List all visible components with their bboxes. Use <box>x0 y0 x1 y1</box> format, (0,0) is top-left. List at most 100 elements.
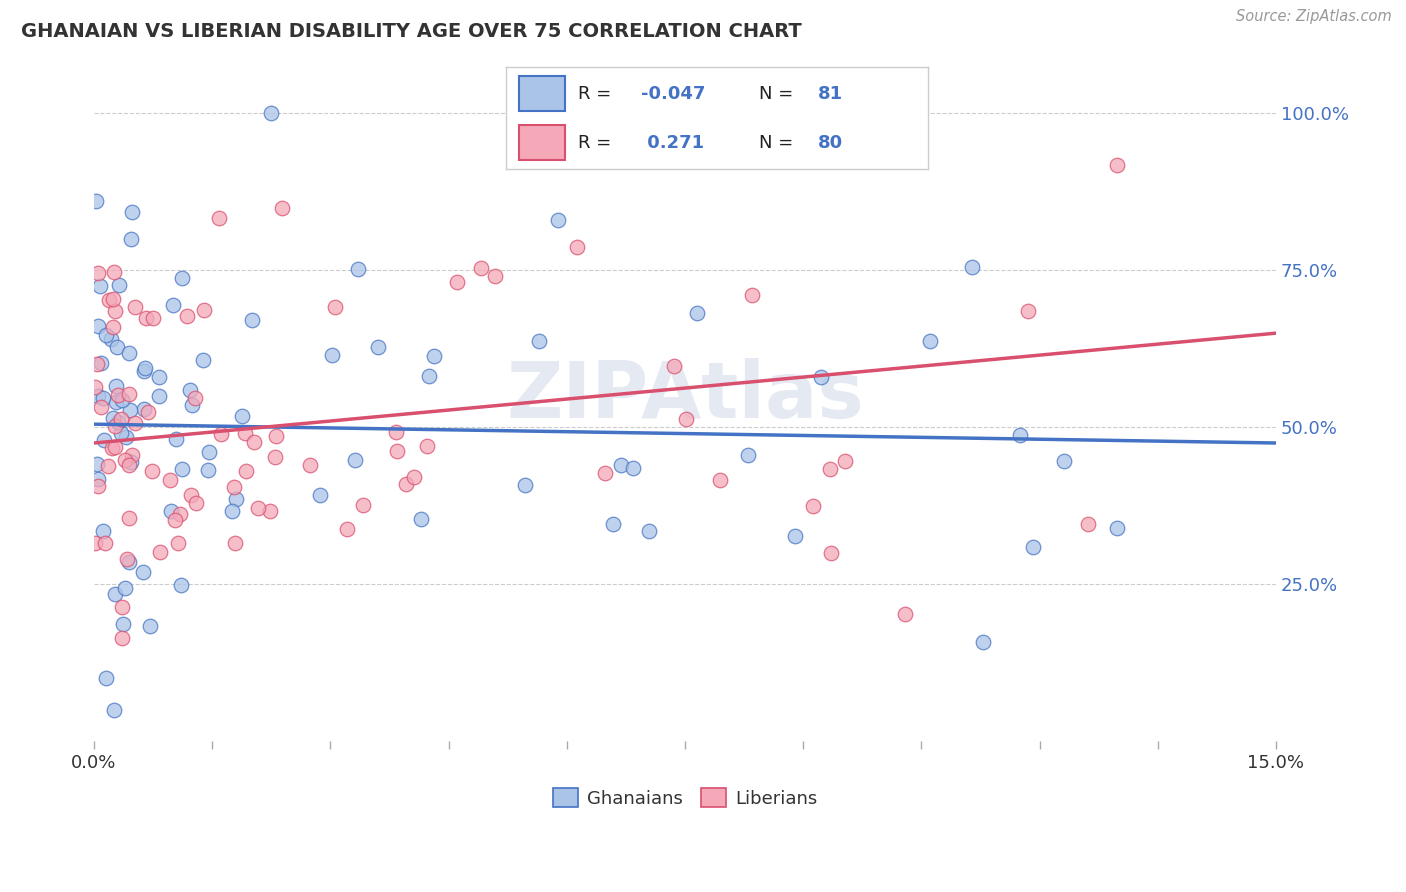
Point <box>87 318 110 333</box>
Point <box>242 313 264 327</box>
Point <box>165 513 187 527</box>
Point <box>139 619 162 633</box>
Point <box>107 416 129 430</box>
Point <box>101 411 124 425</box>
Point <box>737 449 759 463</box>
Point <box>117 511 139 525</box>
Point <box>94 327 117 342</box>
Point <box>1017 304 1039 318</box>
Point <box>1105 521 1128 535</box>
Point <box>818 462 841 476</box>
Point <box>686 306 709 320</box>
Point <box>242 434 264 449</box>
Point <box>110 425 132 440</box>
Point <box>87 389 110 403</box>
Point <box>820 545 842 559</box>
Point <box>225 491 247 506</box>
Point <box>111 393 134 408</box>
Point <box>121 205 143 219</box>
Point <box>103 703 125 717</box>
Text: 81: 81 <box>818 85 844 103</box>
Point <box>167 536 190 550</box>
Point <box>104 304 127 318</box>
Point <box>172 462 194 476</box>
Point <box>352 498 374 512</box>
Point <box>484 268 506 283</box>
Point <box>124 301 146 315</box>
Point <box>394 476 416 491</box>
Point <box>1105 158 1128 172</box>
Text: R =: R = <box>578 134 612 152</box>
Point <box>105 341 128 355</box>
Point <box>165 432 187 446</box>
Text: -0.047: -0.047 <box>641 85 706 103</box>
Point <box>741 287 763 301</box>
Point <box>221 504 243 518</box>
Point <box>98 293 121 307</box>
Text: ZIPAtlas: ZIPAtlas <box>506 358 863 434</box>
Point <box>222 480 245 494</box>
Point <box>134 360 156 375</box>
Point <box>404 470 426 484</box>
Text: N =: N = <box>759 134 793 152</box>
Text: GHANAIAN VS LIBERIAN DISABILITY AGE OVER 75 CORRELATION CHART: GHANAIAN VS LIBERIAN DISABILITY AGE OVER… <box>21 22 801 41</box>
Point <box>83 536 105 550</box>
Point <box>118 402 141 417</box>
Point <box>834 453 856 467</box>
Point <box>136 405 159 419</box>
Point <box>93 524 115 538</box>
Point <box>176 310 198 324</box>
Point <box>270 201 292 215</box>
Point <box>638 524 661 539</box>
Point <box>110 412 132 426</box>
Point <box>247 500 270 515</box>
Point <box>309 488 332 502</box>
Point <box>90 356 112 370</box>
Point <box>1010 428 1032 442</box>
Point <box>115 430 138 444</box>
Point <box>208 211 231 226</box>
Point <box>675 412 697 426</box>
Point <box>121 448 143 462</box>
Point <box>233 426 256 441</box>
Point <box>298 458 321 473</box>
Point <box>565 239 588 253</box>
Point <box>114 453 136 467</box>
Point <box>1022 541 1045 555</box>
Text: R =: R = <box>578 85 612 103</box>
Point <box>893 607 915 622</box>
Point <box>783 529 806 543</box>
Point <box>118 387 141 401</box>
Point <box>962 260 984 275</box>
Legend: Ghanaians, Liberians: Ghanaians, Liberians <box>546 781 824 815</box>
Point <box>259 504 281 518</box>
Point <box>94 536 117 550</box>
Point <box>801 499 824 513</box>
Point <box>132 566 155 580</box>
Point <box>159 473 181 487</box>
Point <box>209 427 232 442</box>
Point <box>184 391 207 405</box>
Point <box>418 368 440 383</box>
Point <box>343 452 366 467</box>
Point <box>264 429 287 443</box>
Point <box>547 212 569 227</box>
Point <box>191 353 214 368</box>
Point <box>86 479 108 493</box>
Point <box>132 363 155 377</box>
Point <box>367 340 389 354</box>
Point <box>446 275 468 289</box>
Point <box>263 450 285 465</box>
Point <box>141 464 163 478</box>
Point <box>108 278 131 293</box>
Point <box>118 458 141 472</box>
Point <box>148 389 170 403</box>
Point <box>385 425 408 439</box>
Point <box>160 503 183 517</box>
Point <box>83 380 105 394</box>
Point <box>104 587 127 601</box>
Text: Source: ZipAtlas.com: Source: ZipAtlas.com <box>1236 9 1392 24</box>
Point <box>323 300 346 314</box>
Point <box>120 232 142 246</box>
Point <box>94 672 117 686</box>
